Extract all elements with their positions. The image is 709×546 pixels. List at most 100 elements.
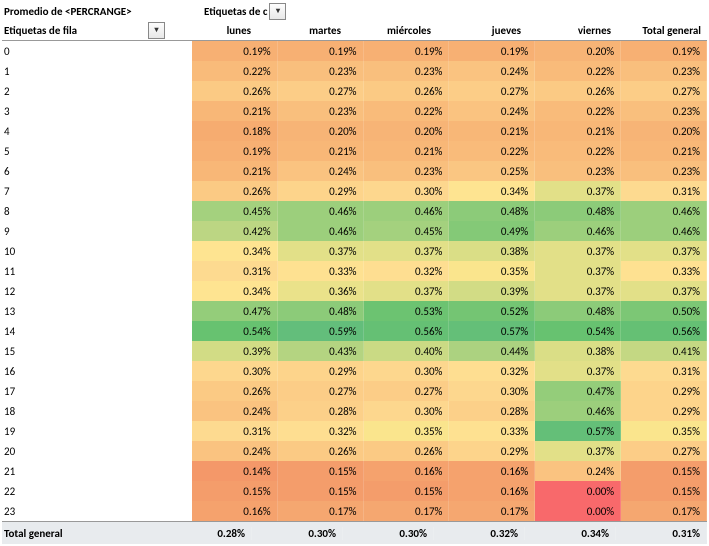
data-cell: 0.21% <box>192 101 278 121</box>
data-cell: 0.30% <box>364 361 450 381</box>
data-cell: 0.37% <box>535 181 621 201</box>
data-cell: 0.21% <box>621 141 707 161</box>
data-cell: 0.26% <box>192 181 278 201</box>
data-cell: 0.39% <box>449 281 535 301</box>
row-filter-button[interactable]: ▾ <box>148 22 165 39</box>
data-cell: 0.42% <box>192 221 278 241</box>
column-header: lunes <box>167 24 257 37</box>
data-cell: 0.21% <box>364 141 450 161</box>
data-cell: 0.21% <box>192 161 278 181</box>
data-cell: 0.27% <box>621 441 707 461</box>
data-cell: 0.22% <box>364 101 450 121</box>
table-row: 30.21%0.23%0.22%0.24%0.22%0.23% <box>2 101 707 121</box>
table-row: 140.54%0.59%0.56%0.57%0.54%0.56% <box>2 321 707 341</box>
data-cell: 0.40% <box>364 341 450 361</box>
data-cell: 0.37% <box>621 281 707 301</box>
data-cell: 0.48% <box>278 301 364 321</box>
data-cell: 0.34% <box>192 241 278 261</box>
data-cell: 0.23% <box>621 161 707 181</box>
data-cell: 0.30% <box>364 401 450 421</box>
data-cell: 0.16% <box>192 501 278 521</box>
data-cell: 0.24% <box>192 441 278 461</box>
data-cell: 0.15% <box>278 461 364 481</box>
table-row: 180.24%0.28%0.30%0.28%0.46%0.29% <box>2 401 707 421</box>
data-cell: 0.34% <box>192 281 278 301</box>
table-row: 100.34%0.37%0.37%0.38%0.37%0.37% <box>2 241 707 261</box>
total-cell: 0.34% <box>525 527 616 540</box>
values-field-label: Promedio de <PERCRANGE> <box>2 5 204 18</box>
data-cell: 0.24% <box>449 101 535 121</box>
data-cell: 0.24% <box>192 401 278 421</box>
data-cell: 0.26% <box>192 81 278 101</box>
row-label: 8 <box>2 201 192 221</box>
data-cell: 0.54% <box>192 321 278 341</box>
data-cell: 0.16% <box>449 461 535 481</box>
data-cell: 0.26% <box>535 81 621 101</box>
data-cell: 0.30% <box>192 361 278 381</box>
total-cell: 0.31% <box>616 527 707 540</box>
data-cell: 0.54% <box>535 321 621 341</box>
data-cell: 0.35% <box>364 421 450 441</box>
data-cell: 0.15% <box>621 461 707 481</box>
table-row: 60.21%0.24%0.23%0.25%0.23%0.23% <box>2 161 707 181</box>
row-label: 10 <box>2 241 192 261</box>
data-cell: 0.45% <box>364 221 450 241</box>
data-cell: 0.19% <box>278 41 364 61</box>
table-row: 40.18%0.20%0.20%0.21%0.21%0.20% <box>2 121 707 141</box>
row-label: 16 <box>2 361 192 381</box>
data-cell: 0.46% <box>278 221 364 241</box>
data-cell: 0.15% <box>192 481 278 501</box>
data-cell: 0.37% <box>535 241 621 261</box>
data-cell: 0.17% <box>449 501 535 521</box>
data-cell: 0.48% <box>535 201 621 221</box>
data-cell: 0.28% <box>449 401 535 421</box>
data-cell: 0.38% <box>449 241 535 261</box>
data-cell: 0.19% <box>449 41 535 61</box>
table-row: 160.30%0.29%0.30%0.32%0.37%0.31% <box>2 361 707 381</box>
data-cell: 0.31% <box>192 261 278 281</box>
data-cell: 0.34% <box>449 181 535 201</box>
data-cell: 0.47% <box>535 381 621 401</box>
data-cell: 0.35% <box>621 421 707 441</box>
data-cell: 0.36% <box>278 281 364 301</box>
data-cell: 0.30% <box>449 381 535 401</box>
row-label: 9 <box>2 221 192 241</box>
data-cell: 0.37% <box>364 241 450 261</box>
table-row: 210.14%0.15%0.16%0.16%0.24%0.15% <box>2 461 707 481</box>
row-label: 20 <box>2 441 192 461</box>
data-cell: 0.35% <box>449 261 535 281</box>
column-header: viernes <box>527 24 617 37</box>
table-row: 10.22%0.23%0.23%0.24%0.22%0.23% <box>2 61 707 81</box>
column-header: martes <box>257 24 347 37</box>
data-cell: 0.56% <box>621 321 707 341</box>
data-cell: 0.50% <box>621 301 707 321</box>
data-cell: 0.17% <box>278 501 364 521</box>
data-cell: 0.21% <box>278 141 364 161</box>
data-cell: 0.46% <box>278 201 364 221</box>
data-cell: 0.43% <box>278 341 364 361</box>
data-cell: 0.37% <box>621 241 707 261</box>
column-header: miércoles <box>347 24 437 37</box>
data-cell: 0.32% <box>449 361 535 381</box>
column-header-total: Total general <box>617 24 707 37</box>
row-label: 5 <box>2 141 192 161</box>
table-row: 200.24%0.26%0.26%0.29%0.37%0.27% <box>2 441 707 461</box>
column-header: jueves <box>437 24 527 37</box>
data-cell: 0.19% <box>364 41 450 61</box>
data-cell: 0.25% <box>449 161 535 181</box>
grand-total-cells: 0.28%0.30%0.30%0.32%0.34%0.31% <box>161 527 707 540</box>
data-cell: 0.23% <box>278 61 364 81</box>
column-filter-button[interactable]: ▾ <box>269 3 286 20</box>
table-row: 90.42%0.46%0.45%0.49%0.46%0.46% <box>2 221 707 241</box>
table-row: 170.26%0.27%0.27%0.30%0.47%0.29% <box>2 381 707 401</box>
data-cell: 0.20% <box>364 121 450 141</box>
row-label: 11 <box>2 261 192 281</box>
data-cell: 0.29% <box>621 381 707 401</box>
data-cell: 0.57% <box>449 321 535 341</box>
row-label: 6 <box>2 161 192 181</box>
data-cell: 0.22% <box>535 101 621 121</box>
table-body: 00.19%0.19%0.19%0.19%0.20%0.19%10.22%0.2… <box>2 41 707 521</box>
table-row: 80.45%0.46%0.46%0.48%0.48%0.46% <box>2 201 707 221</box>
header-row-1: Promedio de <PERCRANGE> Etiquetas de c ▾ <box>2 2 707 20</box>
data-cell: 0.37% <box>535 281 621 301</box>
